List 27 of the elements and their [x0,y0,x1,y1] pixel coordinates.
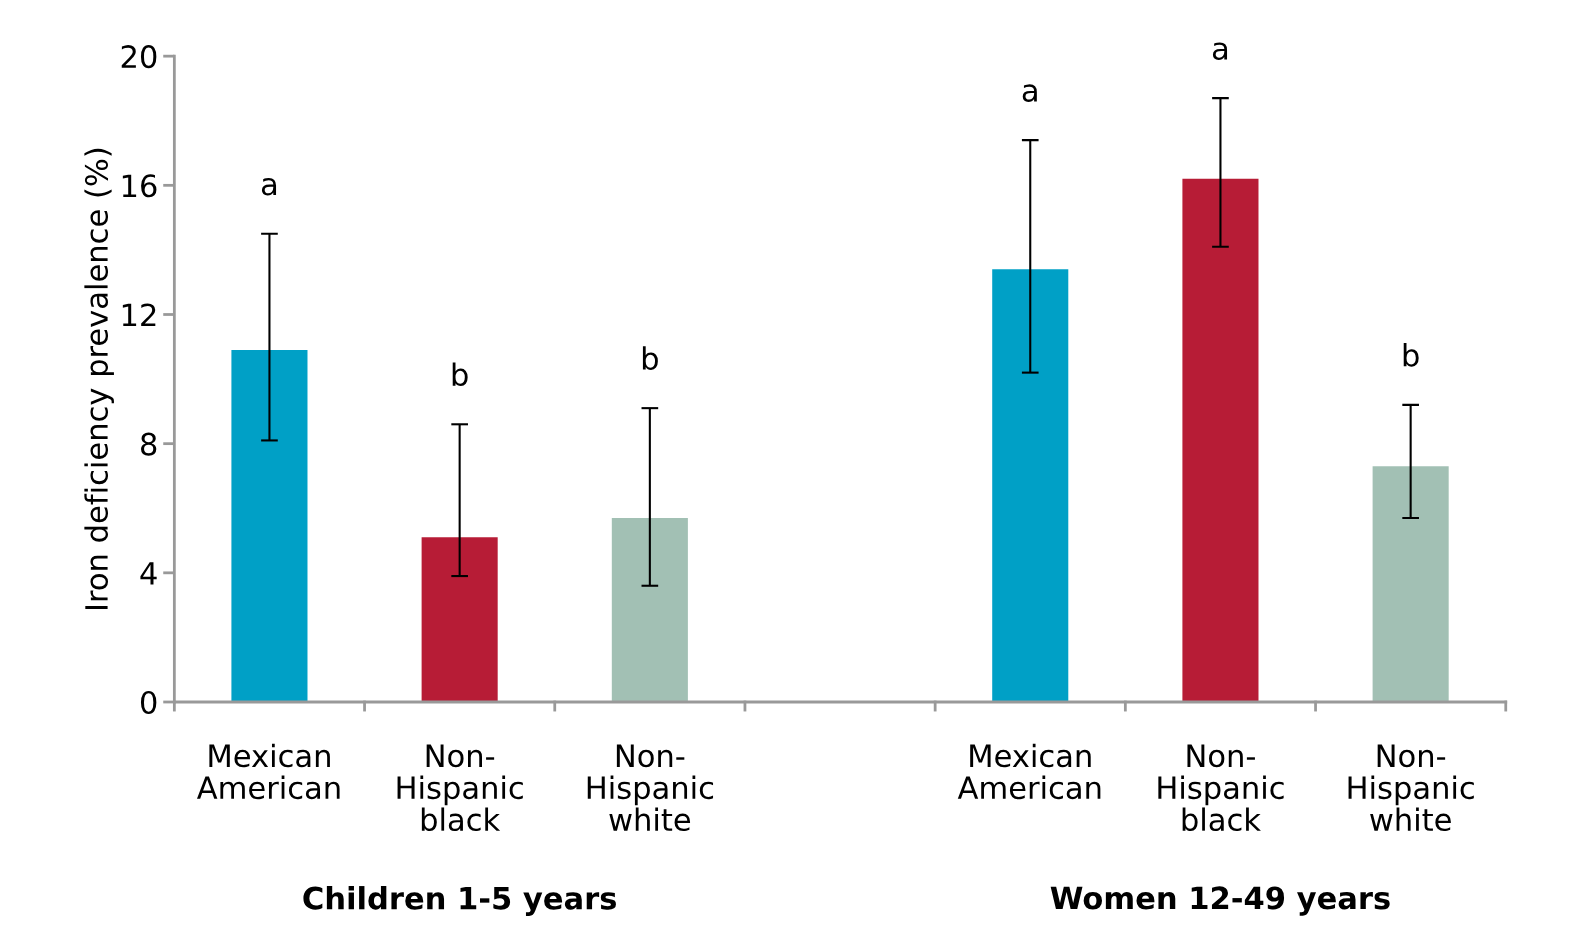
bar [231,350,308,702]
annotation: a [1212,42,1228,60]
bar [992,269,1069,702]
annotation: a [1022,84,1037,102]
x-tick-label: Non- Hispanic black [1158,744,1284,832]
y-tick-label: 0 [140,690,157,715]
annotation: b [1403,343,1419,367]
y-tick-label: 16 [122,174,157,198]
x-tick-label: Non- Hispanic black [397,744,523,832]
x-tick-label: Mexican American [196,743,340,800]
text: Women 12-49 years [1050,886,1390,916]
x-tick-label: Non- Hispanic white [1348,744,1474,832]
text: Children 1-5 years [303,886,616,916]
annotation: a [261,178,277,196]
x-tick-label: Mexican American [957,743,1101,800]
x-tick-label: Non- Hispanic white [587,744,714,832]
y-tick-label: 8 [141,432,157,456]
bar [1372,466,1449,702]
bar [611,517,688,702]
annotation: b [452,362,468,387]
annotation: b [642,346,658,370]
bar [1182,178,1259,702]
y-tick-label: 12 [122,303,156,327]
y-axis-title: Iron deficiency prevalence (%) [84,148,114,610]
bar [421,537,498,702]
y-tick-label: 4 [140,562,157,585]
y-tick-label: 20 [121,45,157,69]
